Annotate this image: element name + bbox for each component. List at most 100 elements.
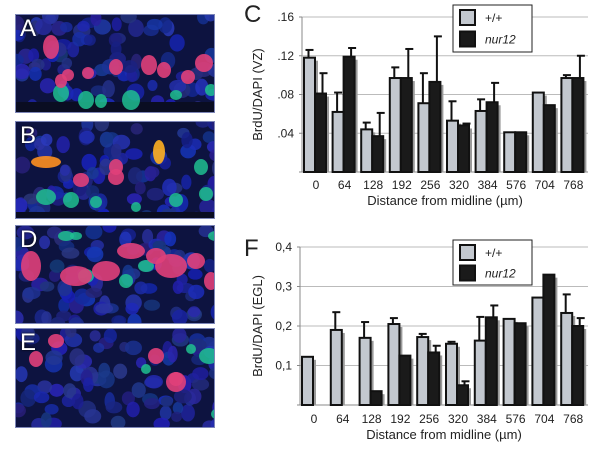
nucleus-blob <box>61 247 80 259</box>
nucleus-blob <box>85 185 100 199</box>
nucleus-blob <box>110 41 122 57</box>
red-cell <box>55 74 67 88</box>
nucleus-blob <box>127 167 143 185</box>
nucleus-blob <box>29 66 42 81</box>
bar-wildtype <box>303 56 316 173</box>
bar-wildtype <box>560 311 574 406</box>
red-cell <box>21 251 41 281</box>
y-axis-label: BrdU/DAPI (EGL) <box>250 275 265 377</box>
nucleus-blob <box>85 226 103 240</box>
tissue-edge <box>16 212 214 218</box>
bar-nur12 <box>399 77 413 173</box>
nucleus-blob <box>126 401 140 418</box>
nucleus-blob <box>49 259 65 273</box>
bar-wildtype <box>531 296 545 406</box>
nucleus-blob <box>172 401 184 415</box>
legend-swatch <box>459 30 476 48</box>
nucleus-blob <box>85 287 103 298</box>
bar-nur12 <box>513 322 527 406</box>
nucleus-blob <box>203 258 214 273</box>
bar-wildtype <box>360 128 374 173</box>
nucleus-blob <box>143 398 160 410</box>
legend-swatch <box>459 264 476 282</box>
legend: +/+ nur12 <box>452 239 533 286</box>
x-tick-label: 768 <box>563 178 583 192</box>
y-tick-label: 0,2 <box>275 319 292 333</box>
red-cell <box>148 348 164 364</box>
bar-wildtype <box>417 102 431 173</box>
nucleus-blob <box>167 345 178 363</box>
panel-label: B <box>20 122 37 149</box>
nucleus-blob <box>56 136 70 154</box>
y-tick-label: .16 <box>277 10 294 24</box>
green-cell <box>211 409 214 419</box>
legend-label: nur12 <box>485 33 516 47</box>
x-tick-label: 128 <box>363 178 383 192</box>
nucleus-blob <box>79 130 95 144</box>
x-tick-label: 384 <box>478 178 498 192</box>
green-cell <box>63 192 79 208</box>
bar-nur12 <box>571 325 585 406</box>
bar-wildtype <box>416 336 430 406</box>
nucleus-blob <box>49 383 65 397</box>
bar-nur12 <box>371 135 385 173</box>
y-tick-label: .08 <box>277 88 294 102</box>
nucleus-blob <box>41 311 52 323</box>
red-cell <box>48 334 64 348</box>
green-cell <box>119 274 133 288</box>
nucleus-blob <box>48 269 61 282</box>
x-axis-label: Distance from midline (µm) <box>366 427 522 442</box>
nucleus-blob <box>173 389 192 404</box>
legend-label: nur12 <box>485 267 516 281</box>
nucleus-blob <box>102 80 115 98</box>
nucleus-blob <box>16 63 30 80</box>
nucleus-blob <box>121 60 138 73</box>
nucleus-blob <box>45 350 63 366</box>
nucleus-blob <box>83 377 94 393</box>
bar-nur12 <box>484 316 498 406</box>
nucleus-blob <box>181 174 192 190</box>
nucleus-blob <box>16 197 28 213</box>
nucleus-blob <box>98 362 111 378</box>
nucleus-blob <box>94 122 110 132</box>
green-cell <box>199 348 214 364</box>
x-tick-label: 320 <box>448 412 468 426</box>
bar-wildtype <box>388 77 402 173</box>
panel-label: C <box>244 1 261 28</box>
nucleus-blob <box>110 415 126 427</box>
x-tick-label: 768 <box>563 412 583 426</box>
red-cell <box>82 67 94 79</box>
legend-label: +/+ <box>485 11 502 25</box>
nucleus-blob <box>195 78 209 96</box>
legend-swatch <box>459 244 476 261</box>
x-tick-label: 576 <box>506 412 526 426</box>
x-tick-label: 64 <box>336 412 350 426</box>
nucleus-blob <box>65 329 77 338</box>
panel-label: F <box>244 235 259 262</box>
nucleus-blob <box>44 403 59 415</box>
green-cell <box>141 364 151 374</box>
tissue-edge <box>16 102 214 112</box>
nucleus-blob <box>77 20 90 32</box>
nucleus-blob <box>192 367 209 381</box>
bar-nur12 <box>314 92 327 173</box>
green-cell <box>186 344 196 354</box>
red-cell <box>195 54 213 72</box>
micrograph-e: E <box>15 328 215 428</box>
nucleus-blob <box>25 127 38 139</box>
nucleus-blob <box>204 15 214 22</box>
nucleus-blob <box>90 85 106 97</box>
bar-wildtype <box>473 339 487 406</box>
green-cell <box>205 84 214 96</box>
nucleus-blob <box>127 313 142 323</box>
bar-wildtype <box>387 323 401 406</box>
nucleus-blob <box>126 193 142 205</box>
nucleus-blob <box>59 21 73 33</box>
bar-nur12 <box>542 273 556 406</box>
x-tick-label: 192 <box>390 412 410 426</box>
nucleus-blob <box>146 187 165 201</box>
green-cell <box>122 90 140 110</box>
x-tick-label: 704 <box>535 178 555 192</box>
nucleus-blob <box>56 310 72 322</box>
bar-nur12 <box>571 77 585 173</box>
